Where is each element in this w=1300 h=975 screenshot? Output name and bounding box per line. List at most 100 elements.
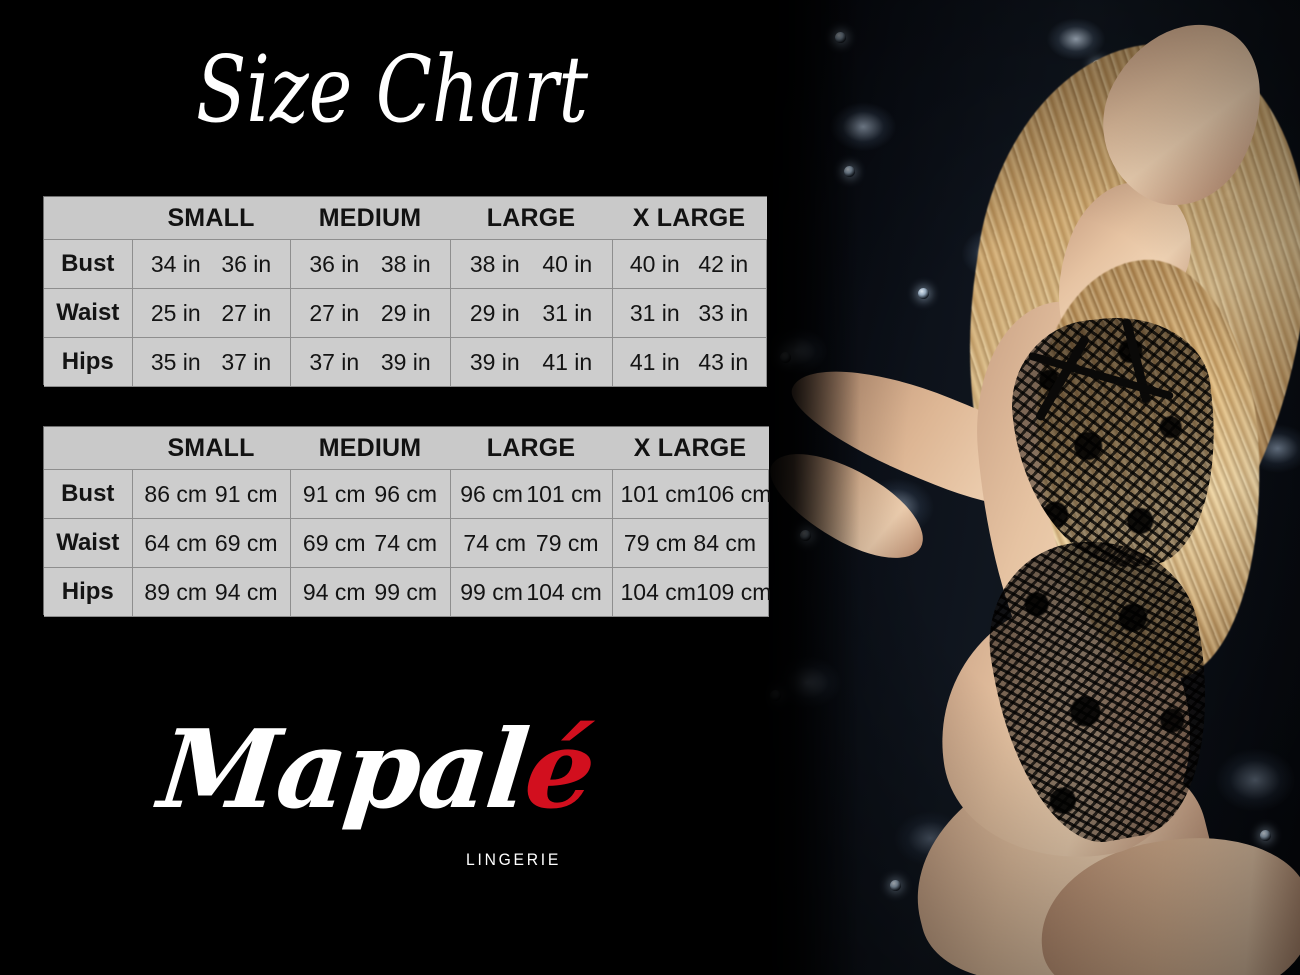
model-photo [740,0,1300,975]
cell-hips-xlarge: 41 in 43 in [611,337,767,387]
value-min: 104 cm [620,578,696,605]
value-min: 96 cm [460,480,523,507]
value-min: 89 cm [144,578,208,605]
value-min: 91 cm [302,480,366,507]
col-header-xlarge: X LARGE [612,197,766,240]
cell-waist-medium: 27 in 29 in [289,288,451,338]
cell-bust-large: 96 cm 101 cm [449,469,613,519]
value-max: 29 in [380,299,431,326]
col-header-large: LARGE [450,427,612,470]
col-header-large: LARGE [450,197,612,240]
value-max: 42 in [698,250,749,277]
cell-waist-large: 74 cm 79 cm [449,518,613,568]
value-max: 74 cm [374,529,438,556]
value-min: 29 in [469,299,520,326]
cell-waist-xlarge: 79 cm 84 cm [611,518,769,568]
cell-waist-large: 29 in 31 in [449,288,613,338]
value-max: 36 in [221,250,272,277]
size-table-inches: SMALL MEDIUM LARGE X LARGE Bust 34 in 36 … [44,197,767,387]
value-max: 106 cm [695,480,772,507]
value-min: 40 in [629,250,680,277]
value-min: 99 cm [460,578,523,605]
row-label-bust: Bust [44,469,133,519]
value-min: 101 cm [620,480,696,507]
value-max: 40 in [542,250,593,277]
value-min: 35 in [150,348,201,375]
value-min: 27 in [309,299,360,326]
cell-bust-xlarge: 40 in 42 in [611,239,767,289]
cell-hips-large: 39 in 41 in [449,337,613,387]
row-label-hips: Hips [44,567,133,617]
value-max: 96 cm [374,480,438,507]
value-max: 79 cm [535,529,599,556]
value-max: 31 in [542,299,593,326]
brand-logo: Mapalé LINGERIE [153,707,599,886]
value-min: 94 cm [302,578,366,605]
value-min: 38 in [469,250,520,277]
cell-hips-xlarge: 104 cm 109 cm [611,567,772,617]
value-min: 41 in [629,348,680,375]
cell-hips-small: 35 in 37 in [131,337,291,387]
cell-hips-medium: 94 cm 99 cm [289,567,451,617]
cell-hips-small: 89 cm 94 cm [131,567,291,617]
table-row: Hips 35 in 37 in 37 in 39 in 39 in 41 in 41… [44,337,767,387]
cell-waist-medium: 69 cm 74 cm [289,518,451,568]
size-table-inches-frame: SMALL MEDIUM LARGE X LARGE Bust 34 in 36 … [44,197,767,387]
table-corner-cell [44,197,132,240]
value-max: 101 cm [526,480,602,507]
value-min: 36 in [309,250,360,277]
value-min: 25 in [150,299,201,326]
brand-wordmark: Mapalé [153,707,599,833]
value-max: 41 in [542,348,593,375]
value-max: 104 cm [526,578,602,605]
value-min: 79 cm [623,529,687,556]
table-header-row: SMALL MEDIUM LARGE X LARGE [44,427,768,470]
cell-waist-small: 25 in 27 in [131,288,291,338]
table-corner-cell [44,427,132,470]
table-row: Hips 89 cm 94 cm 94 cm 99 cm 99 cm 104 cm 1… [44,567,772,617]
cell-bust-small: 34 in 36 in [131,239,291,289]
value-max: 69 cm [214,529,278,556]
table-header-row: SMALL MEDIUM LARGE X LARGE [44,197,766,240]
col-header-xlarge: X LARGE [612,427,768,470]
value-max: 27 in [221,299,272,326]
brand-tagline: LINGERIE [466,850,562,869]
brand-name-main: Mapal [153,707,533,833]
table-row: Bust 86 cm 91 cm 91 cm 96 cm 96 cm 101 cm 1… [44,469,772,519]
value-max: 38 in [380,250,431,277]
table-row: Waist 64 cm 69 cm 69 cm 74 cm 74 cm 79 cm 7… [44,518,769,568]
row-label-waist: Waist [44,518,133,568]
cell-hips-medium: 37 in 39 in [289,337,451,387]
value-max: 109 cm [695,578,772,605]
cell-bust-medium: 36 in 38 in [289,239,451,289]
col-header-small: SMALL [132,197,290,240]
cell-hips-large: 99 cm 104 cm [449,567,613,617]
page-title: Size Chart [196,36,589,143]
value-max: 99 cm [374,578,438,605]
col-header-medium: MEDIUM [290,197,450,240]
cell-waist-small: 64 cm 69 cm [131,518,291,568]
value-min: 31 in [629,299,680,326]
value-max: 43 in [698,348,749,375]
value-max: 91 cm [214,480,278,507]
value-min: 39 in [469,348,520,375]
value-min: 34 in [150,250,201,277]
table-row: Bust 34 in 36 in 36 in 38 in 38 in 40 in 40… [44,239,767,289]
cell-bust-small: 86 cm 91 cm [131,469,291,519]
row-label-bust: Bust [44,239,133,289]
table-row: Waist 25 in 27 in 27 in 29 in 29 in 31 in 3… [44,288,767,338]
value-max: 33 in [698,299,749,326]
cell-waist-xlarge: 31 in 33 in [611,288,767,338]
value-max: 84 cm [693,529,757,556]
value-max: 39 in [380,348,431,375]
cell-bust-xlarge: 101 cm 106 cm [611,469,772,519]
value-min: 86 cm [144,480,208,507]
col-header-medium: MEDIUM [290,427,450,470]
value-min: 37 in [309,348,360,375]
size-table-centimeters-frame: SMALL MEDIUM LARGE X LARGE Bust 86 cm 91 … [44,427,772,617]
value-min: 74 cm [463,529,527,556]
size-table-centimeters: SMALL MEDIUM LARGE X LARGE Bust 86 cm 91 … [44,427,772,617]
value-max: 94 cm [214,578,278,605]
brand-name-accent: é [519,707,600,833]
